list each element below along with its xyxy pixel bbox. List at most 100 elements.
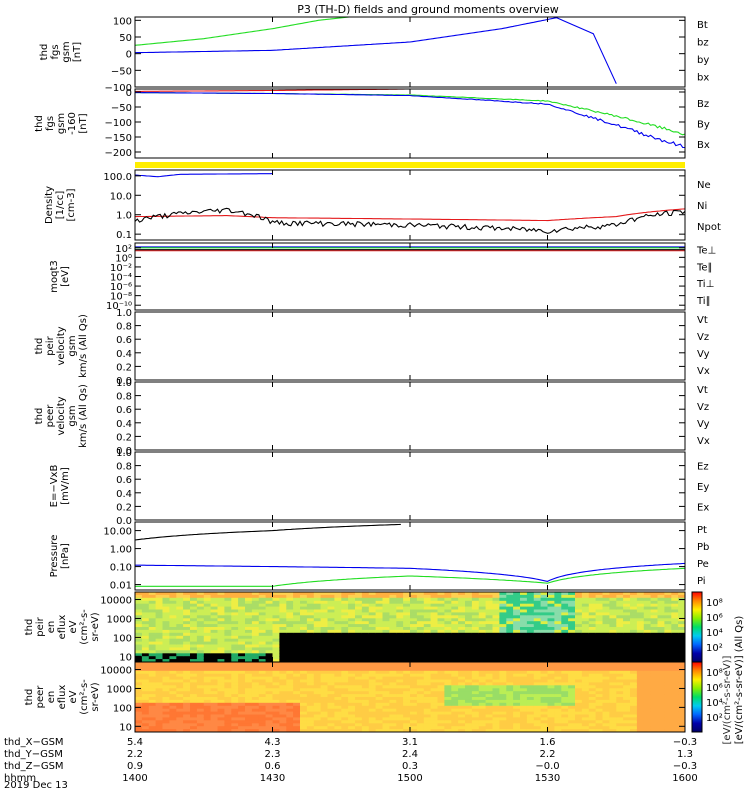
spectrogram-cell [520,694,528,698]
spectrogram-cell [272,694,280,698]
spectrogram-cell [348,670,356,675]
spectrogram-cell [224,597,232,602]
spectrogram-cell [526,679,535,683]
spectrogram-cell [320,594,329,599]
y-axis-label: (cm²-s- [79,609,90,645]
spectrogram-cell [595,609,604,613]
spectrogram-cell [306,603,315,608]
spectrogram-cell [444,702,452,707]
spectrogram-cell [258,717,267,721]
y-axis-label: thd [24,619,35,636]
spectrogram-cell [650,618,659,622]
spectrogram-cell [410,603,418,608]
spectrogram-cell [265,656,274,660]
spectrogram-cell [671,691,679,695]
spectrogram-cell [196,717,205,721]
spectrogram-cell [616,594,624,599]
spectrogram-cell [410,664,418,669]
spectrogram-cell [478,609,487,613]
spectrogram-cell [203,624,212,628]
spectrogram-cell [423,659,432,662]
spectrogram-cell [368,717,377,721]
spectrogram-cell [355,612,363,616]
spectrogram-cell [485,659,494,662]
spectrogram-cell [410,600,418,605]
spectrogram-cell [327,609,335,613]
spectrogram-cell [595,699,604,704]
spectrogram-cell [609,691,617,695]
spectrogram-cell [148,635,157,640]
spectrogram-cell [575,659,583,662]
spectrogram-cell [636,624,645,628]
spectrogram-cell [334,618,342,622]
spectrogram-cell [203,650,212,654]
spectrogram-cell [437,632,445,637]
spectrogram-cell [609,606,617,611]
spectrogram-cell [485,717,494,721]
spectrogram-cell [575,624,583,628]
spectrogram-cell [547,615,555,619]
spectrogram-cell [203,653,212,657]
spectrogram-cell [286,699,294,704]
spectrogram-cell [478,612,487,616]
spectrogram-cell [609,615,617,619]
spectrogram-cell [162,609,170,613]
spectrogram-cell [465,635,473,640]
spectrogram-cell [135,644,143,648]
spectrogram-cell [355,717,363,721]
spectrogram-cell [485,673,494,678]
spectrogram-cell [568,717,576,721]
spectrogram-cell [581,635,590,640]
spectrogram-cell [169,609,177,613]
spectrogram-cell [444,600,452,605]
spectrogram-cell [623,688,631,692]
spectrogram-cell [375,603,384,608]
spectrogram-cell [458,688,466,692]
spectrogram-cell [155,688,164,692]
spectrogram-cell [664,603,672,608]
spectrogram-cell [341,597,349,602]
spectrogram-cell [251,627,260,631]
spectrogram-cell [327,708,335,713]
spectrogram-cell [630,638,638,643]
spectrogram-cell [155,717,164,721]
spectrogram-cell [410,705,418,710]
spectrogram-cell [664,679,672,683]
spectrogram-cell [396,699,404,704]
spectrogram-cell [499,627,507,631]
spectrogram-cell [251,659,260,662]
spectrogram-cell [657,702,665,707]
spectrogram-cell [520,592,528,596]
spectrogram-cell [196,644,205,648]
spectrogram-cell [231,723,239,727]
spectrogram-cell [616,632,624,637]
spectrogram-cell [650,656,659,660]
spectrogram-cell [636,699,645,704]
spectrogram-cell [623,723,631,727]
spectrogram-cell [176,644,184,648]
spectrogram-cell [348,609,356,613]
spectrogram-cell [513,627,521,631]
spectrogram-cell [616,627,624,631]
spectrogram-cell [526,697,535,701]
spectrogram-cell [575,702,583,707]
spectrogram-cell [355,670,363,675]
spectrogram-cell [423,711,432,716]
spectrogram-cell [616,676,624,681]
spectrogram-cell [141,606,150,611]
spectrogram-cell [471,664,480,669]
spectrogram-cell [348,650,356,654]
spectrogram-cell [300,673,308,678]
spectrogram-cell [245,600,253,605]
y-tick-label: 1.0 [116,211,132,222]
spectrogram-cell [547,726,555,730]
spectrogram-cell [300,670,308,675]
spectrogram-cell [341,702,349,707]
spectrogram-cell [595,708,604,713]
spectrogram-cell [506,691,514,695]
spectrogram-cell [176,667,184,672]
spectrogram-cell [361,682,370,686]
spectrogram-cell [678,694,685,698]
spectrogram-cell [293,685,301,689]
spectrogram-cell [671,694,679,698]
